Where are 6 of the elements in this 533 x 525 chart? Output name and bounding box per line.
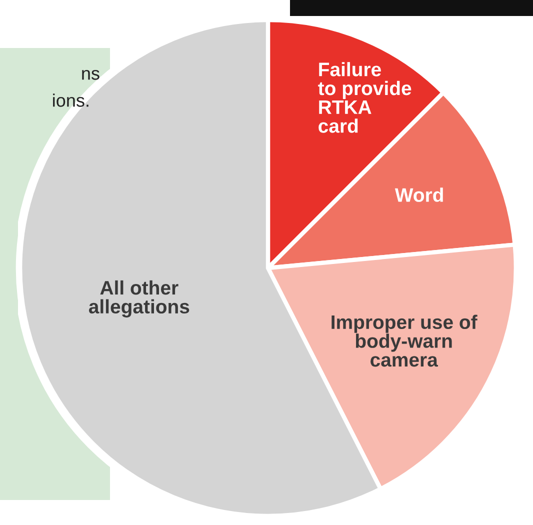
- slice-label: Improper use of body-warn camera: [332, 314, 478, 367]
- text: ions.: [53, 94, 88, 107]
- slice-label: Word: [394, 188, 443, 202]
- slice-label: Failure to provide RTKA card: [318, 62, 412, 133]
- slice-label: All other allegations: [88, 280, 190, 318]
- text: ns: [82, 70, 100, 80]
